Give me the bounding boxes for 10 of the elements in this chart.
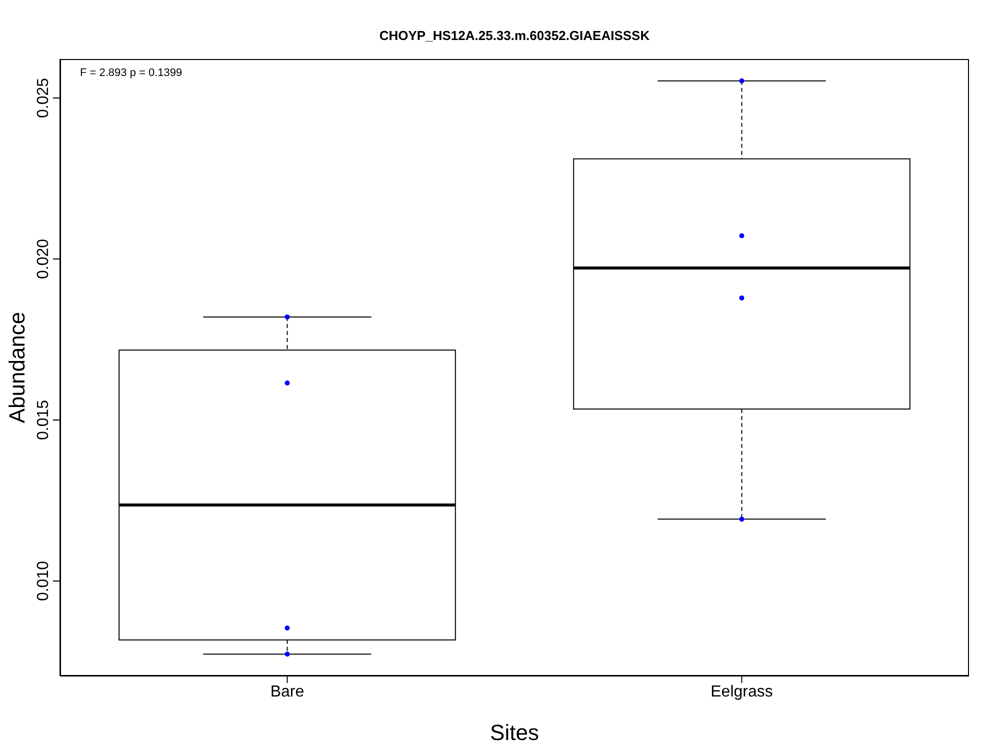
annotation: F = 2.893 p = 0.1399 [80, 67, 182, 79]
chart-title: CHOYP_HS12A.25.33.m.60352.GIAEAISSSK [378, 28, 651, 43]
y-tick-label: 0.020 [35, 238, 52, 279]
x-tick-label: Eelgrass [710, 683, 773, 700]
x-tick-label: Bare [270, 683, 304, 700]
y-tick-label: 0.015 [35, 400, 52, 440]
x-axis-title: Sites [490, 720, 539, 745]
y-tick-label: 0.010 [35, 560, 52, 602]
y-axis-title: Abundance [4, 312, 30, 424]
y-tick-label: 0.025 [35, 78, 52, 118]
